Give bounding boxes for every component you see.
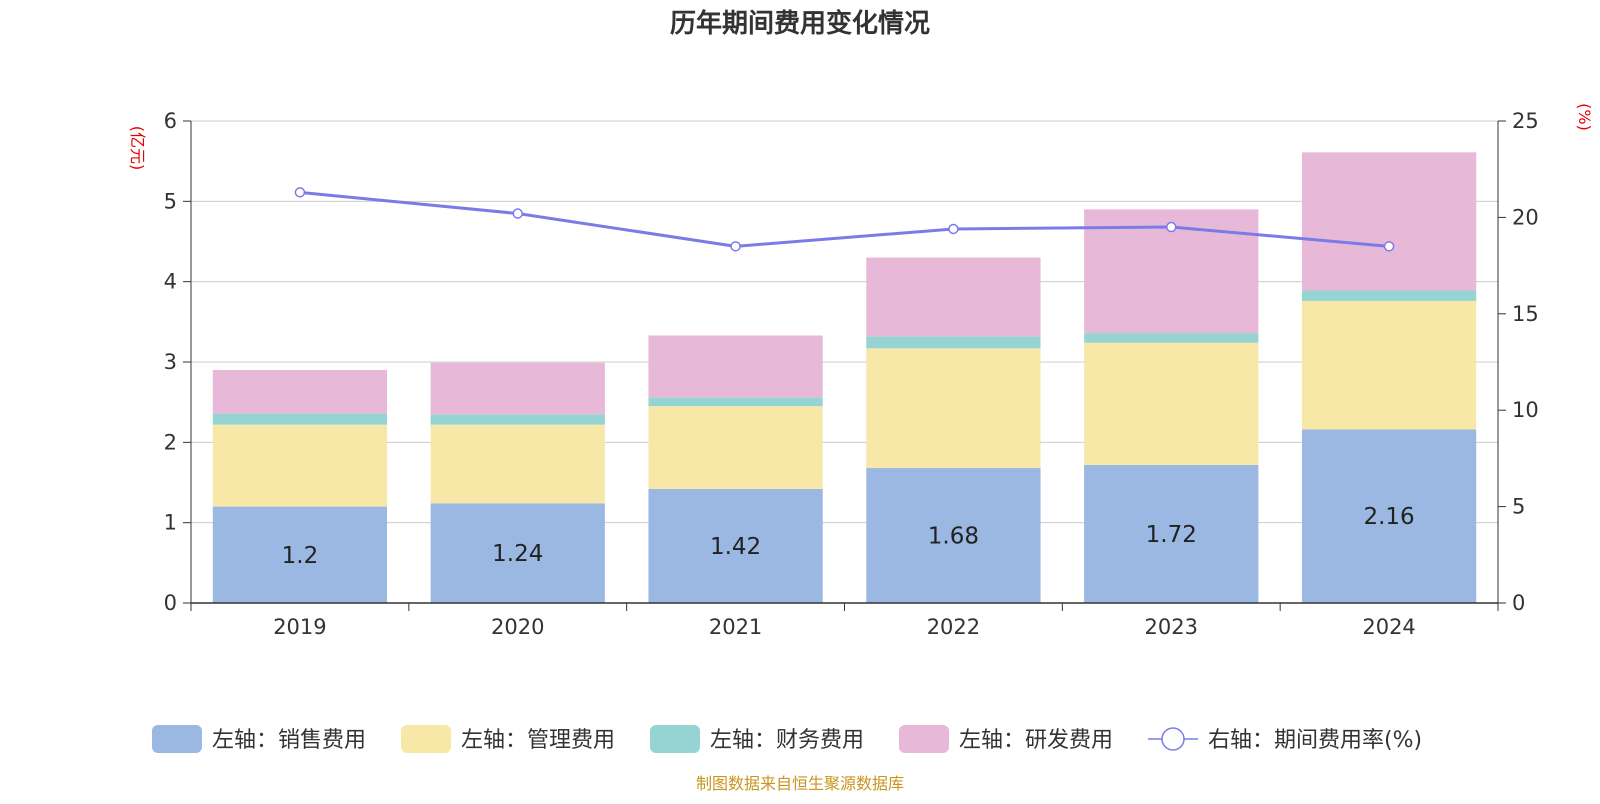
right-tick-label: 5 bbox=[1512, 495, 1525, 519]
legend-item[interactable]: 右轴：期间费用率(%) bbox=[1148, 727, 1422, 753]
bar-segment bbox=[1084, 333, 1259, 343]
bar-segment bbox=[430, 503, 605, 603]
legend-layer[interactable]: 左轴：销售费用 左轴：管理费用 左轴：财务费用 左轴：研发费用 右轴：期间费用率(%) bbox=[152, 725, 1422, 753]
bar-segment bbox=[866, 468, 1041, 603]
left-tick-label: 6 bbox=[164, 109, 177, 133]
rate-line bbox=[299, 190, 1390, 248]
legend-marker bbox=[1161, 727, 1185, 751]
bar-segment bbox=[1301, 429, 1477, 603]
legend-label: 左轴：研发费用 bbox=[959, 728, 1113, 753]
x-tick-label: 2019 bbox=[273, 615, 326, 639]
rate-point bbox=[948, 223, 959, 235]
rate-point bbox=[294, 187, 306, 198]
bar-data-label: 1.68 bbox=[928, 524, 979, 550]
left-tick-label: 0 bbox=[164, 591, 177, 615]
rate-point bbox=[730, 241, 741, 252]
rate-point bbox=[512, 208, 523, 219]
right-tick-label: 15 bbox=[1512, 302, 1539, 326]
legend-item[interactable]: 左轴：管理费用 bbox=[401, 725, 615, 753]
line-layer bbox=[294, 187, 1395, 252]
legend-swatch bbox=[650, 725, 700, 753]
x-tick-label: 2023 bbox=[1145, 615, 1198, 639]
x-tick-label: 2022 bbox=[927, 615, 980, 639]
rate-point bbox=[1383, 241, 1395, 252]
bar-segment bbox=[648, 406, 823, 489]
chart-title: 历年期间费用变化情况 bbox=[670, 8, 930, 39]
bar-segment bbox=[430, 362, 605, 415]
legend-item[interactable]: 左轴：销售费用 bbox=[152, 725, 366, 753]
bar-data-label: 1.42 bbox=[710, 534, 761, 560]
right-tick-label: 0 bbox=[1512, 591, 1525, 615]
x-tick-label: 2021 bbox=[709, 615, 762, 639]
bar-data-label: 1.72 bbox=[1146, 522, 1197, 548]
bar-data-label: 1.2 bbox=[282, 543, 319, 569]
left-tick-label: 4 bbox=[164, 270, 177, 294]
right-tick-label: 10 bbox=[1512, 398, 1539, 422]
bar-segment bbox=[430, 424, 605, 504]
grid-layer bbox=[191, 120, 1498, 524]
bar-segment bbox=[1084, 342, 1259, 465]
data-source-note: 制图数据来自恒生聚源数据库 bbox=[696, 774, 904, 793]
x-tick-label: 2020 bbox=[491, 615, 544, 639]
bar-data-label: 1.24 bbox=[492, 541, 543, 567]
right-tick-label: 20 bbox=[1512, 205, 1539, 229]
bar-segment bbox=[866, 257, 1041, 337]
left-tick-label: 1 bbox=[164, 511, 177, 535]
bar-segment bbox=[1084, 464, 1259, 603]
bar-segment bbox=[648, 488, 823, 603]
left-tick-label: 5 bbox=[164, 189, 177, 213]
left-axis-unit: (亿元) bbox=[128, 126, 147, 171]
left-tick-label: 2 bbox=[164, 430, 177, 454]
legend-item[interactable]: 左轴：研发费用 bbox=[899, 725, 1113, 753]
bars-layer: 1.2 1.24 1.42 1.68 1.72 2.16 bbox=[212, 152, 1477, 603]
legend-swatch bbox=[152, 725, 202, 753]
axis-layer: 0 1 2 3 4 5 6 0 5 10 15 20 25 2019 2020 2021 2022 2023 202… bbox=[164, 109, 1539, 639]
bar-segment bbox=[212, 424, 388, 507]
left-tick-label: 3 bbox=[164, 350, 177, 374]
legend-label: 右轴：期间费用率(%) bbox=[1208, 728, 1422, 753]
legend-item[interactable]: 左轴：财务费用 bbox=[650, 725, 864, 753]
bar-segment bbox=[648, 397, 823, 407]
bar-segment bbox=[1301, 152, 1477, 291]
right-tick-label: 25 bbox=[1512, 109, 1539, 133]
bar-segment bbox=[1301, 300, 1477, 430]
legend-label: 左轴：销售费用 bbox=[212, 728, 366, 753]
x-tick-label: 2024 bbox=[1362, 615, 1415, 639]
legend-swatch bbox=[899, 725, 949, 753]
right-axis-unit: (%) bbox=[1575, 103, 1594, 131]
legend-label: 左轴：财务费用 bbox=[710, 728, 864, 753]
legend-label: 左轴：管理费用 bbox=[461, 728, 615, 753]
bar-segment bbox=[866, 336, 1041, 349]
bar-segment bbox=[430, 414, 605, 425]
legend-swatch bbox=[401, 725, 451, 753]
bar-segment bbox=[1301, 290, 1477, 301]
bar-segment bbox=[212, 506, 388, 603]
bar-segment bbox=[648, 335, 823, 398]
rate-point bbox=[1166, 221, 1177, 233]
bar-segment bbox=[212, 370, 388, 414]
bar-segment bbox=[212, 413, 388, 425]
bar-segment bbox=[866, 348, 1041, 469]
bar-data-label: 2.16 bbox=[1363, 504, 1414, 530]
